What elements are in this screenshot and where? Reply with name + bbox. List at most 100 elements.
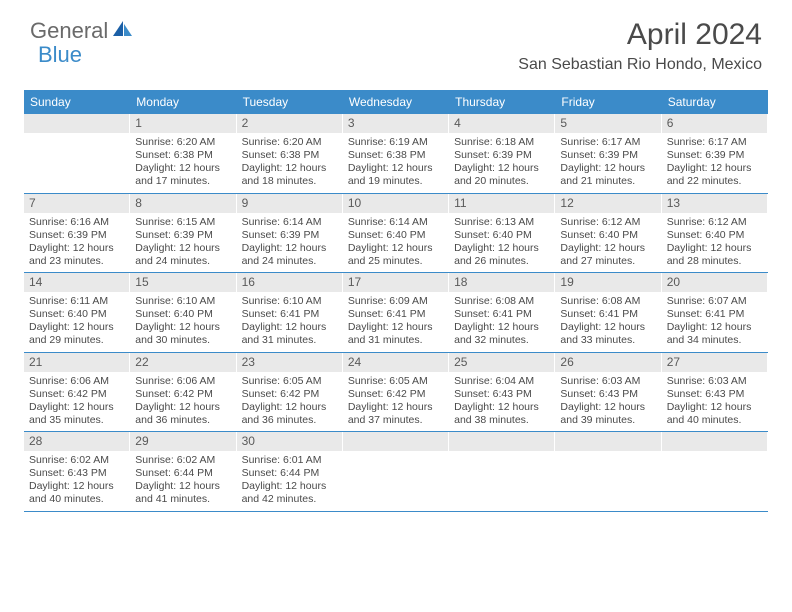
day-daylight2: and 23 minutes.: [29, 255, 125, 268]
day-daylight2: and 27 minutes.: [560, 255, 656, 268]
day-number: 27: [662, 353, 768, 372]
day-daylight1: Daylight: 12 hours: [242, 162, 338, 175]
day-number: 14: [24, 273, 130, 292]
day-header: Tuesday: [237, 90, 343, 114]
day-daylight2: and 29 minutes.: [29, 334, 125, 347]
day-number: [24, 114, 130, 133]
day-sunset: Sunset: 6:41 PM: [454, 308, 550, 321]
day-daylight1: Daylight: 12 hours: [454, 162, 550, 175]
day-daylight2: and 31 minutes.: [348, 334, 444, 347]
day-sunset: Sunset: 6:41 PM: [560, 308, 656, 321]
day-sunset: Sunset: 6:39 PM: [560, 149, 656, 162]
day-cell: [662, 432, 768, 511]
day-number: [449, 432, 555, 451]
day-sunset: Sunset: 6:40 PM: [454, 229, 550, 242]
day-daylight1: Daylight: 12 hours: [560, 321, 656, 334]
day-cell: 23Sunrise: 6:05 AMSunset: 6:42 PMDayligh…: [237, 353, 343, 432]
day-body: Sunrise: 6:03 AMSunset: 6:43 PMDaylight:…: [555, 372, 661, 432]
day-cell: 15Sunrise: 6:10 AMSunset: 6:40 PMDayligh…: [130, 273, 236, 352]
day-daylight1: Daylight: 12 hours: [454, 321, 550, 334]
day-number: 5: [555, 114, 661, 133]
day-sunset: Sunset: 6:40 PM: [29, 308, 125, 321]
day-cell: 2Sunrise: 6:20 AMSunset: 6:38 PMDaylight…: [237, 114, 343, 193]
weeks-container: 1Sunrise: 6:20 AMSunset: 6:38 PMDaylight…: [24, 114, 768, 512]
logo-sail-icon: [112, 20, 134, 43]
day-sunset: Sunset: 6:42 PM: [29, 388, 125, 401]
week-row: 28Sunrise: 6:02 AMSunset: 6:43 PMDayligh…: [24, 432, 768, 512]
day-cell: 6Sunrise: 6:17 AMSunset: 6:39 PMDaylight…: [662, 114, 768, 193]
day-number: 13: [662, 194, 768, 213]
day-sunset: Sunset: 6:40 PM: [560, 229, 656, 242]
day-number: 19: [555, 273, 661, 292]
day-number: 4: [449, 114, 555, 133]
location-label: San Sebastian Rio Hondo, Mexico: [518, 56, 762, 74]
day-body: Sunrise: 6:13 AMSunset: 6:40 PMDaylight:…: [449, 213, 555, 273]
day-sunrise: Sunrise: 6:18 AM: [454, 136, 550, 149]
day-daylight1: Daylight: 12 hours: [29, 401, 125, 414]
logo-text-general: General: [30, 18, 108, 44]
day-number: 8: [130, 194, 236, 213]
day-daylight1: Daylight: 12 hours: [560, 162, 656, 175]
day-sunrise: Sunrise: 6:03 AM: [560, 375, 656, 388]
day-body: Sunrise: 6:15 AMSunset: 6:39 PMDaylight:…: [130, 213, 236, 273]
day-daylight1: Daylight: 12 hours: [348, 321, 444, 334]
day-sunset: Sunset: 6:44 PM: [135, 467, 231, 480]
day-daylight2: and 40 minutes.: [29, 493, 125, 506]
day-daylight2: and 24 minutes.: [135, 255, 231, 268]
day-sunrise: Sunrise: 6:03 AM: [667, 375, 763, 388]
day-body: Sunrise: 6:08 AMSunset: 6:41 PMDaylight:…: [555, 292, 661, 352]
day-sunrise: Sunrise: 6:16 AM: [29, 216, 125, 229]
day-cell: 13Sunrise: 6:12 AMSunset: 6:40 PMDayligh…: [662, 194, 768, 273]
day-daylight1: Daylight: 12 hours: [348, 162, 444, 175]
day-daylight1: Daylight: 12 hours: [135, 162, 231, 175]
day-sunset: Sunset: 6:39 PM: [242, 229, 338, 242]
day-cell: [24, 114, 130, 193]
day-daylight1: Daylight: 12 hours: [29, 480, 125, 493]
day-daylight1: Daylight: 12 hours: [29, 321, 125, 334]
day-cell: 10Sunrise: 6:14 AMSunset: 6:40 PMDayligh…: [343, 194, 449, 273]
day-number: 16: [237, 273, 343, 292]
day-daylight1: Daylight: 12 hours: [454, 401, 550, 414]
day-cell: 14Sunrise: 6:11 AMSunset: 6:40 PMDayligh…: [24, 273, 130, 352]
day-cell: 17Sunrise: 6:09 AMSunset: 6:41 PMDayligh…: [343, 273, 449, 352]
day-body: Sunrise: 6:16 AMSunset: 6:39 PMDaylight:…: [24, 213, 130, 273]
day-body: Sunrise: 6:11 AMSunset: 6:40 PMDaylight:…: [24, 292, 130, 352]
day-cell: 3Sunrise: 6:19 AMSunset: 6:38 PMDaylight…: [343, 114, 449, 193]
week-row: 1Sunrise: 6:20 AMSunset: 6:38 PMDaylight…: [24, 114, 768, 194]
day-number: 12: [555, 194, 661, 213]
day-number: 15: [130, 273, 236, 292]
day-body: Sunrise: 6:01 AMSunset: 6:44 PMDaylight:…: [237, 451, 343, 511]
day-sunrise: Sunrise: 6:05 AM: [242, 375, 338, 388]
day-sunrise: Sunrise: 6:10 AM: [242, 295, 338, 308]
day-cell: [449, 432, 555, 511]
day-sunrise: Sunrise: 6:17 AM: [560, 136, 656, 149]
day-header: Saturday: [662, 90, 768, 114]
day-body: Sunrise: 6:17 AMSunset: 6:39 PMDaylight:…: [555, 133, 661, 193]
day-cell: [343, 432, 449, 511]
day-number: [343, 432, 449, 451]
day-sunset: Sunset: 6:42 PM: [242, 388, 338, 401]
day-number: 24: [343, 353, 449, 372]
day-sunrise: Sunrise: 6:08 AM: [454, 295, 550, 308]
logo-text-blue: Blue: [38, 42, 82, 68]
day-daylight1: Daylight: 12 hours: [348, 401, 444, 414]
day-daylight2: and 17 minutes.: [135, 175, 231, 188]
day-cell: 18Sunrise: 6:08 AMSunset: 6:41 PMDayligh…: [449, 273, 555, 352]
day-daylight1: Daylight: 12 hours: [135, 321, 231, 334]
day-daylight2: and 41 minutes.: [135, 493, 231, 506]
day-daylight2: and 42 minutes.: [242, 493, 338, 506]
day-cell: 11Sunrise: 6:13 AMSunset: 6:40 PMDayligh…: [449, 194, 555, 273]
day-header: Sunday: [24, 90, 130, 114]
title-block: April 2024 San Sebastian Rio Hondo, Mexi…: [518, 18, 762, 74]
day-sunset: Sunset: 6:40 PM: [135, 308, 231, 321]
week-row: 7Sunrise: 6:16 AMSunset: 6:39 PMDaylight…: [24, 194, 768, 274]
day-daylight2: and 34 minutes.: [667, 334, 763, 347]
day-daylight2: and 39 minutes.: [560, 414, 656, 427]
day-daylight2: and 18 minutes.: [242, 175, 338, 188]
day-number: 21: [24, 353, 130, 372]
day-number: 2: [237, 114, 343, 133]
day-daylight1: Daylight: 12 hours: [135, 480, 231, 493]
day-number: [555, 432, 661, 451]
day-cell: 7Sunrise: 6:16 AMSunset: 6:39 PMDaylight…: [24, 194, 130, 273]
day-body: Sunrise: 6:20 AMSunset: 6:38 PMDaylight:…: [130, 133, 236, 193]
